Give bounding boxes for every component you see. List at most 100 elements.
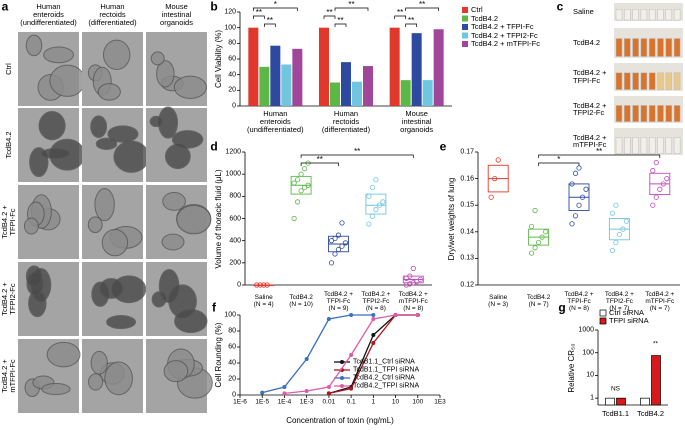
significance-bracket — [252, 7, 298, 11]
y-tick-label: 0.15 — [460, 201, 474, 209]
bar — [389, 27, 400, 107]
tube — [632, 137, 639, 154]
tube — [665, 38, 673, 57]
data-point — [623, 218, 630, 224]
data-point — [371, 333, 376, 337]
y-tick-label: 120 — [224, 8, 236, 16]
bar — [411, 33, 422, 106]
panel-letter: g — [558, 300, 566, 315]
data-point — [609, 247, 616, 254]
legend-swatch — [599, 309, 607, 317]
legend-swatch — [462, 15, 468, 22]
data-point — [326, 317, 331, 321]
significance-bracket — [323, 15, 336, 19]
data-point — [415, 313, 420, 317]
tube — [673, 105, 681, 122]
x-tick-label: 0.1 — [346, 398, 356, 406]
data-point — [366, 193, 372, 199]
data-point — [380, 199, 386, 205]
panel-letter: d — [210, 139, 218, 154]
panel-letter: a — [1, 0, 9, 14]
data-point — [304, 389, 309, 393]
tube — [632, 9, 639, 21]
tube — [657, 72, 664, 90]
y-tick-label: 1000 — [225, 170, 241, 178]
tube — [624, 72, 631, 90]
data-point — [410, 265, 416, 271]
tube — [657, 9, 664, 21]
legend-label: TcdB4.2 — [471, 13, 499, 23]
panel-letter: c — [556, 0, 564, 14]
organoid — [174, 309, 208, 334]
data-point — [542, 229, 549, 235]
y-axis-label: Relative CR₅₀ — [566, 342, 576, 393]
data-point — [339, 243, 345, 249]
data-point — [291, 180, 297, 186]
organoid — [161, 233, 185, 251]
organoid — [99, 278, 124, 299]
x-tick-label: TcdB4.2 + TFPI2-Fc (N = 7) — [604, 290, 634, 312]
y-axis-label: Cell Viability (%) — [213, 29, 223, 89]
y-tick-label: 60 — [228, 55, 236, 63]
y-tick-label: 100 — [224, 23, 236, 31]
data-point — [417, 276, 423, 283]
y-tick-label: 400 — [229, 236, 241, 244]
annotation: NS — [610, 385, 621, 393]
data-point — [332, 235, 338, 242]
organoid — [25, 265, 43, 288]
data-point — [488, 194, 494, 200]
data-point — [366, 221, 372, 227]
tube — [665, 72, 673, 90]
data-point — [369, 213, 375, 219]
data-point — [339, 220, 345, 226]
x-tick-label: TcdB4.2 + TFPI2-Fc (N = 8) — [361, 290, 391, 312]
tube — [665, 137, 673, 154]
x-tick-label: Saline (N = 3) — [488, 294, 509, 308]
data-point — [282, 385, 287, 389]
data-point — [328, 260, 335, 266]
panel-letter: e — [439, 139, 447, 154]
data-point — [349, 353, 354, 357]
data-point — [576, 202, 582, 208]
data-point — [304, 357, 309, 361]
data-point — [294, 177, 301, 183]
bar — [292, 48, 303, 106]
tube — [640, 105, 648, 122]
legend-swatch — [462, 24, 468, 30]
data-point — [371, 313, 376, 317]
row-label: TcdB4.2 + TFPI2-Fc — [0, 282, 17, 316]
x-tick-label: 1E-3 — [299, 398, 314, 406]
significance-label: ** — [348, 0, 355, 9]
y-tick-label: 20 — [228, 375, 236, 383]
data-point — [294, 199, 301, 205]
x-tick-label: 1E-4 — [277, 398, 292, 406]
legend-swatch — [462, 7, 468, 13]
data-point — [335, 232, 342, 238]
organoid — [149, 115, 163, 128]
organoid — [46, 341, 81, 368]
tube — [640, 137, 648, 154]
y-tick-label: 600 — [229, 214, 241, 222]
y-tick-label: 0.13 — [460, 254, 474, 262]
data-point — [264, 282, 270, 288]
y-tick-label: 60 — [228, 343, 236, 351]
significance-label: ** — [326, 7, 333, 17]
legend-label: TcdB4.2 + TFPI-Fc — [471, 22, 534, 32]
tube — [648, 72, 656, 90]
data-point — [653, 160, 659, 166]
y-tick-label: 800 — [229, 192, 241, 200]
data-point — [569, 221, 575, 227]
y-tick-label: 1000 — [578, 326, 594, 334]
significance-bracket — [405, 7, 440, 11]
data-point — [653, 194, 659, 200]
legend-label: TFPI siRNA — [609, 316, 649, 326]
organoid — [90, 115, 108, 139]
x-tick-label: TcdB1.1 — [601, 409, 630, 419]
data-point — [576, 165, 582, 171]
bar — [281, 64, 292, 106]
organoid — [104, 361, 133, 396]
x-tick-label: Mouse intestinal organoids — [400, 109, 434, 134]
legend-marker — [340, 376, 344, 380]
